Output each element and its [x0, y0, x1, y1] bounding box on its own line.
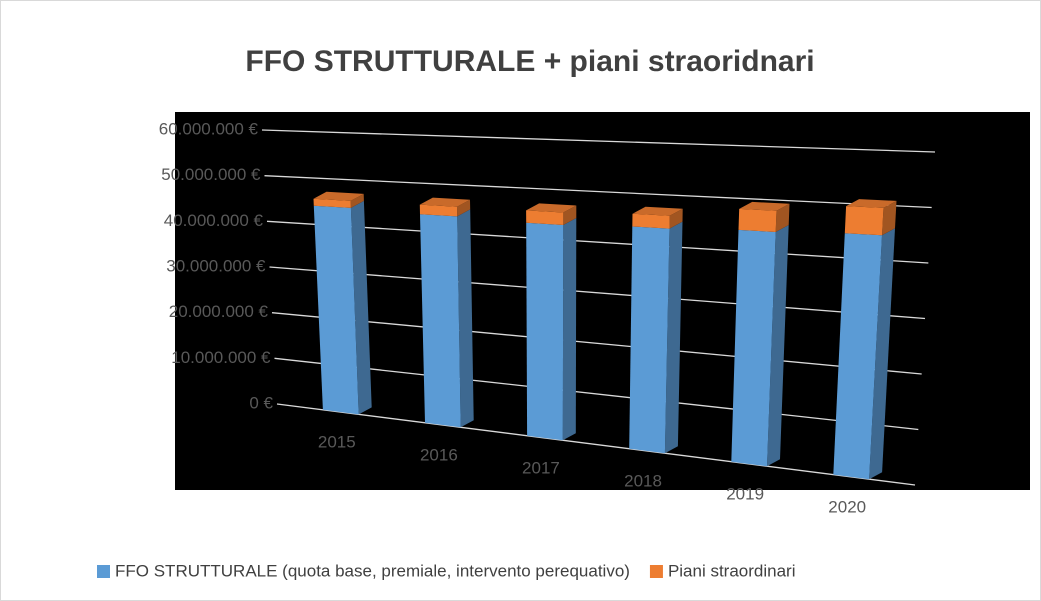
y-tick-label: 20.000.000 €	[169, 302, 269, 321]
y-tick-label: 30.000.000 €	[166, 256, 266, 275]
legend-swatch	[649, 565, 663, 578]
bar-front	[526, 222, 564, 441]
x-tick-label: 2017	[522, 459, 560, 478]
bar-side	[869, 228, 895, 480]
bar-side	[457, 199, 471, 217]
bar-side	[350, 200, 372, 415]
bar-side	[457, 209, 474, 428]
grid-line	[271, 312, 922, 375]
bar-front	[833, 233, 882, 480]
y-tick-label: 40.000.000 €	[164, 211, 264, 230]
bar-front	[313, 205, 359, 415]
bar-segment	[632, 206, 683, 229]
grid-line	[261, 129, 936, 153]
bar-top	[526, 203, 577, 213]
bar-front	[526, 210, 564, 225]
grid-line	[264, 175, 932, 209]
bar-segment	[629, 221, 683, 454]
legend-swatch	[97, 565, 110, 578]
chart-title: FFO STRUTTURALE + piani straoridnari	[245, 45, 814, 78]
bar-segment	[419, 197, 471, 217]
legend-label: Piani straordinari	[668, 561, 796, 580]
y-tick-label: 60.000.000 €	[159, 119, 259, 138]
plot-area	[175, 112, 1030, 490]
x-tick-label: 2015	[318, 433, 356, 452]
grid-line	[274, 357, 919, 431]
x-tick-label: 2019	[726, 484, 764, 503]
bar-side	[882, 200, 897, 236]
bar-front	[738, 208, 777, 232]
legend-label: FFO STRUTTURALE (quota base, premiale, i…	[115, 561, 630, 580]
bar-segment	[313, 200, 372, 415]
bar-top	[419, 197, 470, 207]
bar-segment	[731, 225, 789, 467]
grid-line	[266, 220, 929, 264]
bar-top	[313, 191, 364, 201]
bar-front	[419, 204, 458, 217]
bar-top	[846, 199, 897, 208]
bar-segment	[738, 201, 790, 232]
y-tick-label: 10.000.000 €	[171, 348, 271, 367]
bar-segment	[526, 218, 577, 441]
bar-side	[563, 205, 577, 225]
bar-top	[632, 206, 683, 216]
bar-front	[629, 226, 670, 454]
bar-segment	[313, 191, 364, 208]
y-tick-label: 0 €	[249, 393, 273, 412]
bar-front	[731, 229, 776, 467]
bar-side	[562, 218, 577, 441]
bar-side	[767, 225, 789, 467]
y-tick-label: 50.000.000 €	[161, 165, 261, 184]
grid-line	[276, 403, 916, 486]
x-tick-label: 2016	[420, 446, 458, 465]
bar-front	[313, 198, 351, 208]
bar-side	[775, 203, 790, 232]
bar-segment	[526, 203, 577, 225]
bar-front	[420, 214, 461, 428]
bar-segment	[833, 228, 895, 480]
grid-line	[269, 266, 926, 320]
bar-front	[632, 213, 670, 229]
x-tick-label: 2018	[624, 471, 662, 490]
bar-segment	[844, 199, 897, 236]
bar-side	[669, 208, 683, 229]
bar-side	[350, 193, 364, 208]
bar-top	[739, 201, 790, 211]
x-tick-label: 2020	[828, 497, 866, 516]
bar-side	[664, 221, 683, 454]
bar-front	[844, 206, 884, 236]
bar-segment	[420, 209, 474, 428]
